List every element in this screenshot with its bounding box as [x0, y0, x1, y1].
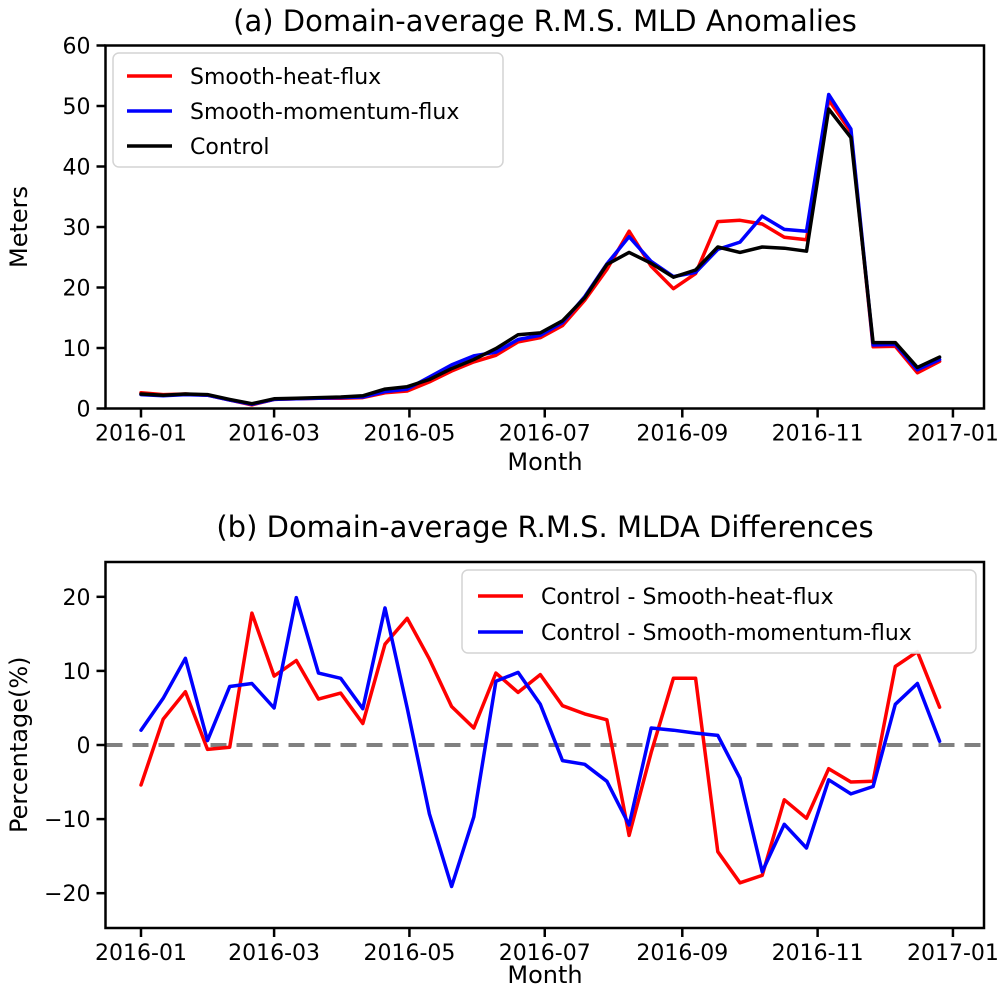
x-tick-label: 2016-11 — [772, 941, 864, 966]
x-tick-label: 2017-01 — [907, 941, 999, 966]
y-tick-label: 0 — [77, 398, 91, 423]
y-tick-label: −10 — [44, 808, 90, 833]
legend-label-control-smooth-heat-flux: Control - Smooth-heat-flux — [541, 585, 834, 610]
panel-a-x-axis-label: Month — [507, 448, 583, 476]
x-tick-label: 2016-09 — [636, 941, 728, 966]
y-tick-label: 30 — [63, 216, 91, 241]
x-tick-label: 2017-01 — [907, 422, 999, 447]
legend-label-smooth-momentum-flux: Smooth-momentum-flux — [190, 100, 459, 125]
y-tick-label: 20 — [63, 586, 91, 611]
y-tick-label: 10 — [63, 337, 91, 362]
y-tick-label: 0 — [77, 734, 91, 759]
x-tick-label: 2016-05 — [363, 422, 455, 447]
legend-box — [112, 52, 504, 168]
y-tick-label: −20 — [44, 882, 90, 907]
legend-b: Control - Smooth-heat-flux Control - Smoo… — [461, 569, 977, 654]
panel-b-title: (b) Domain-average R.M.S. MLDA Differenc… — [216, 510, 874, 544]
x-tick-label: 2016-03 — [228, 941, 320, 966]
y-tick-label: 40 — [63, 156, 91, 181]
x-tick-label: 2016-03 — [228, 422, 320, 447]
x-tick-label: 2016-11 — [772, 422, 864, 447]
x-tick-label: 2016-07 — [499, 422, 591, 447]
series-line-control-smooth-momentum-flux — [139, 595, 942, 889]
panel-a-title: (a) Domain-average R.M.S. MLD Anomalies — [233, 4, 857, 38]
y-tick-label: 60 — [63, 35, 91, 60]
x-tick-label: 2016-01 — [95, 941, 187, 966]
x-tick-label: 2016-09 — [636, 422, 728, 447]
legend-label-smooth-heat-flux: Smooth-heat-flux — [190, 65, 381, 90]
panel-b-x-axis-label: Month — [507, 961, 583, 989]
legend-box — [461, 569, 977, 654]
y-tick-label: 20 — [63, 277, 91, 302]
legend-label-control-smooth-momentum-flux: Control - Smooth-momentum-flux — [541, 621, 912, 646]
panel-b: 2016-01 2016-03 2016-05 2016-07 2016-09 2016-… — [44, 560, 999, 966]
series-line-control — [139, 107, 942, 406]
x-tick-label: 2016-01 — [95, 422, 187, 447]
legend-a: Smooth-heat-flux Smooth-momentum-flux Cont… — [112, 52, 504, 168]
y-tick-label: 50 — [63, 95, 91, 120]
panel-b-y-axis-label: Percentage(%) — [5, 656, 33, 834]
legend-label-control: Control — [190, 135, 270, 160]
x-tick-label: 2016-05 — [363, 941, 455, 966]
series-line-control-smooth-heat-flux — [139, 611, 942, 885]
panel-a: 2016-01 2016-03 2016-05 2016-07 2016-09 2016-… — [63, 35, 999, 447]
panel-a-y-axis-label: Meters — [5, 185, 33, 269]
y-tick-label: 10 — [63, 660, 91, 685]
x-tick-label: 2016-07 — [499, 941, 591, 966]
